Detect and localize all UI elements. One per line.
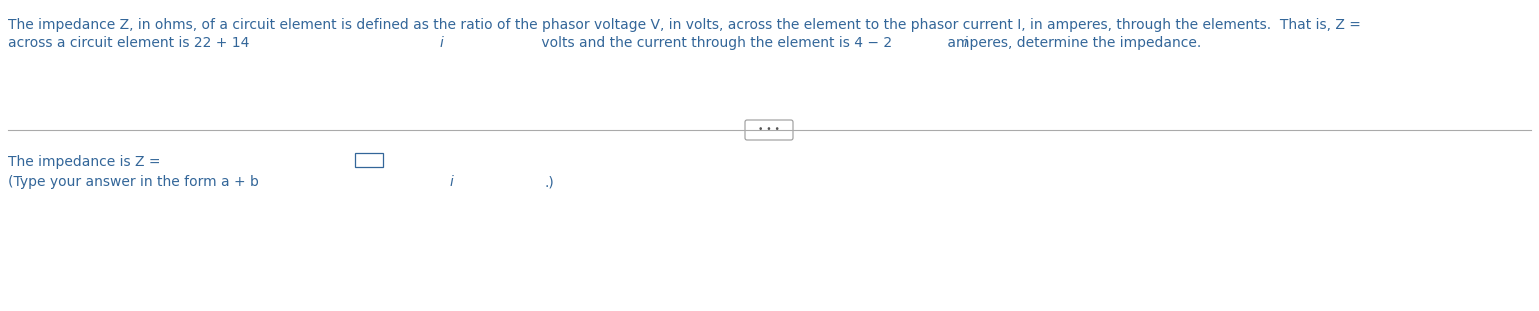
Text: The impedance is Z =: The impedance is Z =	[8, 155, 165, 169]
Text: amperes, determine the impedance.: amperes, determine the impedance.	[943, 36, 1202, 50]
Text: • • •: • • •	[759, 126, 780, 134]
Bar	[356, 153, 383, 167]
Text: i: i	[963, 36, 968, 50]
Text: .): .)	[545, 175, 554, 189]
Text: i: i	[449, 175, 454, 189]
Text: across a circuit element is 22 + 14: across a circuit element is 22 + 14	[8, 36, 249, 50]
Text: The impedance Z, in ohms, of a circuit element is defined as the ratio of the ph: The impedance Z, in ohms, of a circuit e…	[8, 18, 1365, 32]
FancyBboxPatch shape	[745, 120, 793, 140]
Text: volts and the current through the element is 4 − 2: volts and the current through the elemen…	[537, 36, 893, 50]
Text: i: i	[440, 36, 443, 50]
Text: (Type your answer in the form a + b: (Type your answer in the form a + b	[8, 175, 259, 189]
